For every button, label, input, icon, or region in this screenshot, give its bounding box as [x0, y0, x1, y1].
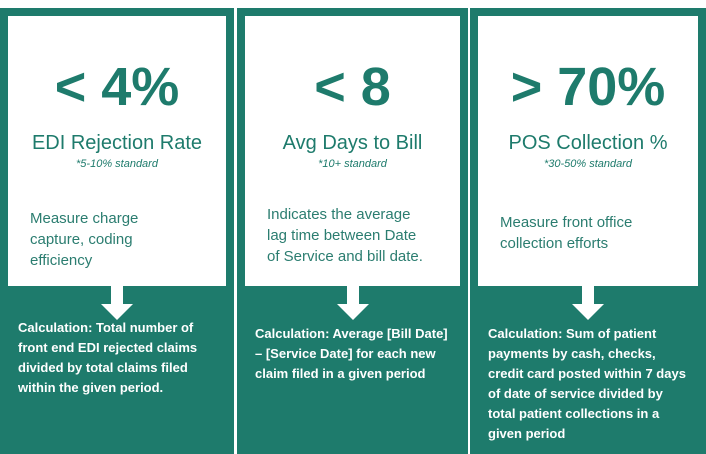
standard: *10+ standard — [318, 158, 387, 170]
description: Measure front office collection efforts — [500, 214, 633, 252]
calculation: Calculation: Average [Bill Date] – [Serv… — [255, 326, 448, 381]
metric: < 8 — [314, 57, 391, 117]
card-box: < 8 Avg Days to Bill *10+ standard Indic… — [245, 16, 460, 286]
metric: < 4% — [54, 57, 180, 117]
arrow — [101, 286, 133, 320]
card-title: EDI Rejection Rate — [31, 132, 203, 154]
card-title: Avg Days to Bill — [282, 132, 423, 154]
standard: *5-10% standard — [76, 158, 158, 170]
card: < 4% EDI Rejection Rate *5-10% standard … — [0, 8, 234, 454]
card-box: > 70% POS Collection % *30-50% standard … — [478, 16, 698, 286]
card: > 70% POS Collection % *30-50% standard … — [470, 8, 706, 454]
description: Indicates the average lag time between D… — [267, 206, 423, 265]
card-title: POS Collection % — [508, 132, 668, 154]
calculation: Calculation: Total number of front end E… — [18, 320, 198, 395]
description: Measure charge capture, coding efficienc… — [30, 210, 139, 269]
standard: *30-50% standard — [543, 158, 633, 170]
metric: > 70% — [510, 57, 666, 117]
card-box: < 4% EDI Rejection Rate *5-10% standard … — [8, 16, 226, 286]
arrow — [572, 286, 604, 320]
calculation: Calculation: Sum of patient payments by … — [488, 326, 686, 441]
arrow — [336, 286, 369, 320]
card: < 8 Avg Days to Bill *10+ standard Indic… — [237, 8, 468, 454]
